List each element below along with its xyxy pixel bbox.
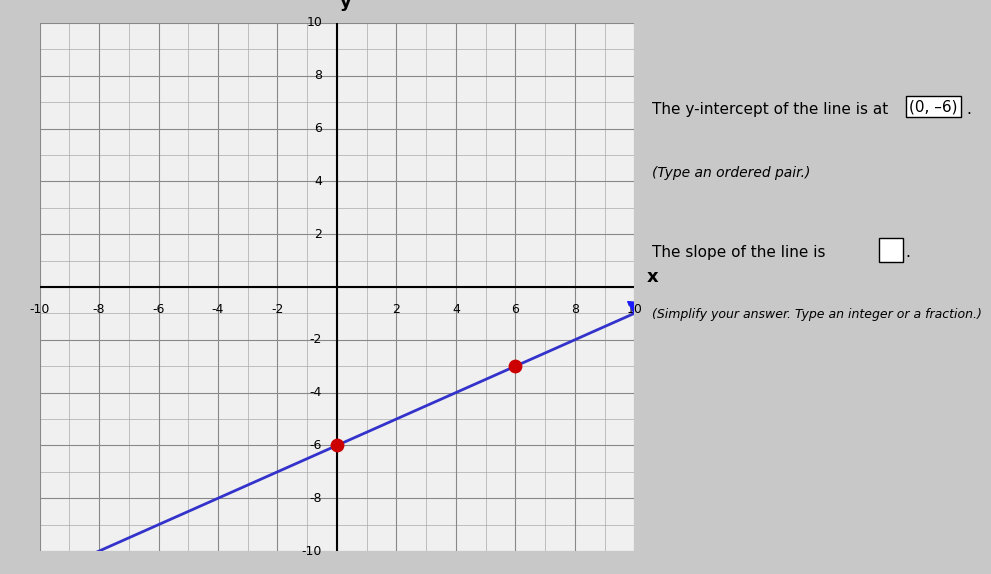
Text: .: . — [966, 102, 971, 117]
Text: The y-intercept of the line is at: The y-intercept of the line is at — [652, 102, 888, 117]
Text: 4: 4 — [452, 303, 460, 316]
Text: x: x — [646, 267, 658, 286]
Text: -8: -8 — [309, 492, 322, 505]
Text: -4: -4 — [212, 303, 224, 316]
Text: 6: 6 — [511, 303, 519, 316]
Text: (Type an ordered pair.): (Type an ordered pair.) — [652, 165, 811, 180]
Text: 8: 8 — [314, 69, 322, 82]
Point — [507, 362, 523, 371]
Text: 2: 2 — [392, 303, 400, 316]
Text: (0, –6): (0, –6) — [909, 99, 957, 114]
Text: -8: -8 — [93, 303, 105, 316]
Text: -4: -4 — [310, 386, 322, 399]
Text: 2: 2 — [314, 228, 322, 241]
Text: .: . — [906, 245, 911, 260]
Text: 4: 4 — [314, 175, 322, 188]
Text: 8: 8 — [571, 303, 579, 316]
Point — [329, 441, 345, 450]
Text: -6: -6 — [310, 439, 322, 452]
Text: y: y — [340, 0, 352, 11]
Text: -2: -2 — [310, 333, 322, 346]
Text: -6: -6 — [153, 303, 165, 316]
Text: -2: -2 — [272, 303, 283, 316]
Text: The slope of the line is: The slope of the line is — [652, 245, 826, 260]
Text: 10: 10 — [306, 17, 322, 29]
Text: 6: 6 — [314, 122, 322, 135]
Polygon shape — [627, 301, 655, 325]
Text: -10: -10 — [30, 303, 50, 316]
Text: (Simplify your answer. Type an integer or a fraction.): (Simplify your answer. Type an integer o… — [652, 308, 982, 321]
Text: -10: -10 — [301, 545, 322, 557]
Text: 10: 10 — [626, 303, 642, 316]
Polygon shape — [19, 565, 47, 574]
